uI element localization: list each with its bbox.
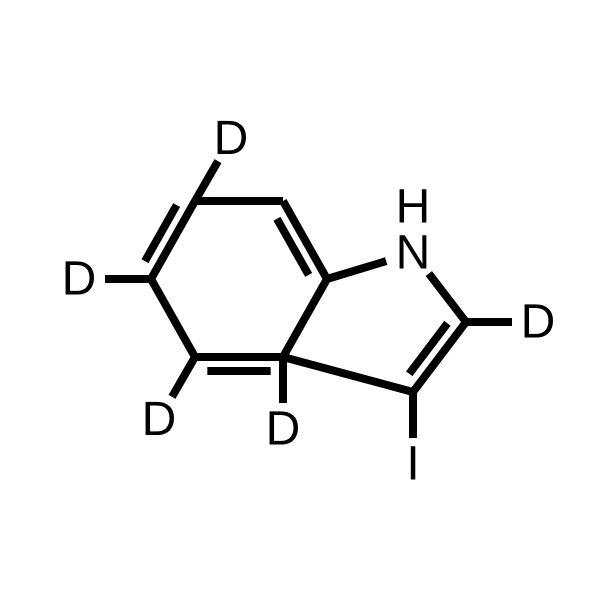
nitrogen-label: N bbox=[396, 227, 431, 280]
deuterium-label: D bbox=[62, 253, 97, 306]
deuterium-label: D bbox=[521, 296, 556, 349]
deuterium-label: D bbox=[214, 112, 249, 165]
deuterium-label: D bbox=[266, 403, 301, 456]
molecule-diagram: D D D D D I NH bbox=[0, 0, 600, 600]
nh-hydrogen-label: H bbox=[396, 181, 431, 234]
deuterium-label: D bbox=[142, 393, 177, 446]
deuterium-label: I bbox=[406, 438, 419, 491]
